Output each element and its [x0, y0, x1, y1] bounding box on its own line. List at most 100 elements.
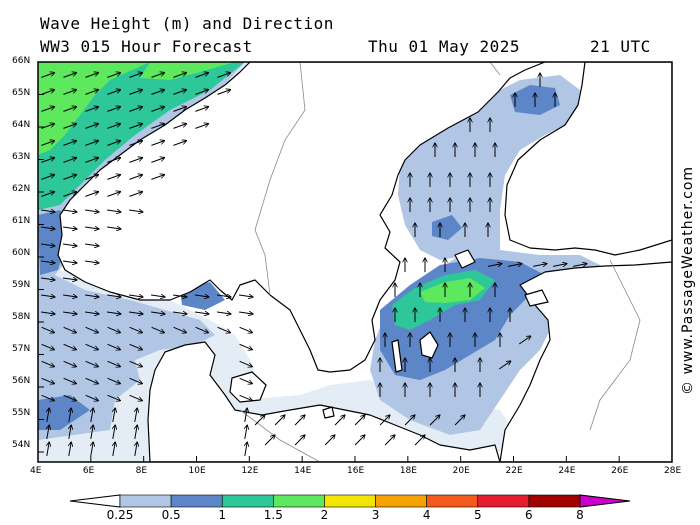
colorbar-segment	[477, 494, 530, 508]
wave-direction-arrow	[217, 90, 230, 95]
wave-direction-arrow	[129, 343, 143, 349]
colorbar-label: 0.25	[106, 508, 134, 522]
wave-direction-arrow	[41, 90, 54, 95]
wave-direction-arrow	[173, 107, 186, 112]
wave-direction-arrow	[129, 141, 142, 146]
wave-direction-arrow	[41, 326, 55, 332]
band-05-bothnia	[398, 75, 580, 260]
wave-direction-arrow	[63, 278, 77, 280]
wave-direction-arrow	[63, 124, 76, 129]
wave-direction-arrow	[107, 158, 120, 163]
latitude-label: 61N	[12, 216, 31, 226]
wave-direction-arrow	[135, 408, 137, 422]
band-1-north-sea-south	[38, 395, 90, 430]
wave-direction-arrow	[129, 175, 142, 180]
wave-direction-arrow	[41, 360, 55, 366]
wave-direction-arrow	[195, 73, 208, 78]
colorbar-label: 4	[422, 508, 431, 522]
wave-direction-arrow	[195, 312, 209, 314]
land-scandinavia	[57, 62, 546, 373]
wave-direction-arrow	[85, 295, 99, 297]
wave-direction-arrow	[129, 90, 142, 95]
wave-direction-arrow	[129, 73, 142, 78]
wave-direction-arrow	[85, 107, 98, 112]
wave-direction-arrow	[85, 192, 98, 197]
wave-direction-arrow	[91, 442, 93, 456]
wave-direction-arrow	[107, 360, 121, 366]
land-bornholm	[322, 406, 335, 419]
wave-direction-arrow	[107, 312, 121, 314]
wave-direction-arrow	[107, 326, 121, 332]
wave-direction-arrow	[264, 435, 275, 446]
wave-direction-arrow	[173, 141, 186, 146]
wave-direction-arrow	[129, 107, 142, 112]
wave-direction-arrow	[107, 377, 121, 383]
colorbar-label: 8	[576, 508, 584, 522]
wave-direction-arrow	[47, 425, 49, 439]
wave-direction-arrow	[69, 425, 71, 439]
wave-direction-arrow	[69, 442, 71, 456]
wave-direction-arrow	[129, 158, 142, 163]
wave-direction-arrow	[429, 415, 440, 426]
land-gotland	[419, 331, 439, 359]
latitude-label: 63N	[12, 152, 31, 162]
wave-direction-arrow	[129, 377, 143, 383]
longitude-label: 26E	[611, 466, 629, 476]
wave-direction-arrow	[41, 278, 55, 280]
wave-direction-arrow	[239, 295, 253, 297]
wave-direction-arrow	[63, 360, 77, 366]
wave-direction-arrow	[245, 442, 247, 456]
wave-direction-arrow	[107, 175, 120, 180]
latitude-label: 60N	[12, 248, 31, 258]
wave-direction-arrow	[41, 192, 54, 197]
wave-direction-arrow	[85, 124, 98, 129]
wave-direction-arrow	[488, 264, 502, 267]
wave-direction-arrow	[41, 394, 55, 400]
longitude-label: 20E	[452, 466, 470, 476]
longitude-label: 14E	[294, 466, 312, 476]
latitude-label: 62N	[12, 184, 31, 194]
wave-direction-arrow	[85, 377, 99, 383]
wave-direction-arrow	[107, 90, 120, 95]
latitude-label: 66N	[12, 56, 31, 66]
wave-direction-arrow	[85, 312, 99, 314]
latitude-label: 56N	[12, 376, 31, 386]
wave-direction-arrow	[173, 312, 187, 314]
wave-direction-arrow	[151, 107, 164, 112]
wave-direction-arrow	[508, 264, 522, 267]
colorbar-segment	[375, 494, 427, 508]
wave-direction-arrow	[384, 435, 395, 446]
wave-direction-arrow	[195, 107, 208, 112]
wave-direction-arrow	[63, 141, 76, 146]
wave-direction-arrow	[217, 73, 230, 78]
wave-direction-arrow	[107, 141, 120, 146]
direction-arrows	[41, 73, 587, 456]
wave-direction-arrow	[85, 360, 99, 366]
longitude-label: 8E	[135, 466, 148, 476]
wave-direction-arrow	[63, 158, 76, 163]
wave-direction-arrow	[498, 361, 511, 370]
wave-direction-arrow	[107, 295, 121, 297]
longitude-label: 10E	[188, 466, 206, 476]
wave-direction-arrow	[239, 360, 253, 366]
wave-direction-arrow	[414, 435, 425, 446]
longitude-label: 22E	[505, 466, 523, 476]
wave-direction-arrow	[151, 312, 165, 314]
land-oland	[391, 339, 403, 373]
wave-direction-arrow	[533, 264, 547, 267]
wave-direction-arrow	[113, 408, 115, 422]
wave-direction-arrow	[107, 192, 120, 197]
wave-direction-arrow	[334, 415, 345, 426]
wave-direction-arrow	[41, 158, 54, 163]
wave-direction-arrow	[135, 442, 137, 456]
forecast-date: Thu 01 May 2025	[368, 37, 520, 56]
wave-direction-arrow	[151, 326, 165, 332]
wave-direction-arrow	[195, 124, 208, 129]
wave-direction-arrow	[41, 210, 55, 212]
wave-direction-arrow	[63, 192, 76, 197]
wave-direction-arrow	[85, 227, 99, 229]
colorbar-segment	[170, 494, 223, 508]
map-area	[38, 62, 672, 462]
wave-direction-arrow	[107, 394, 121, 400]
wave-direction-arrow	[41, 124, 54, 129]
